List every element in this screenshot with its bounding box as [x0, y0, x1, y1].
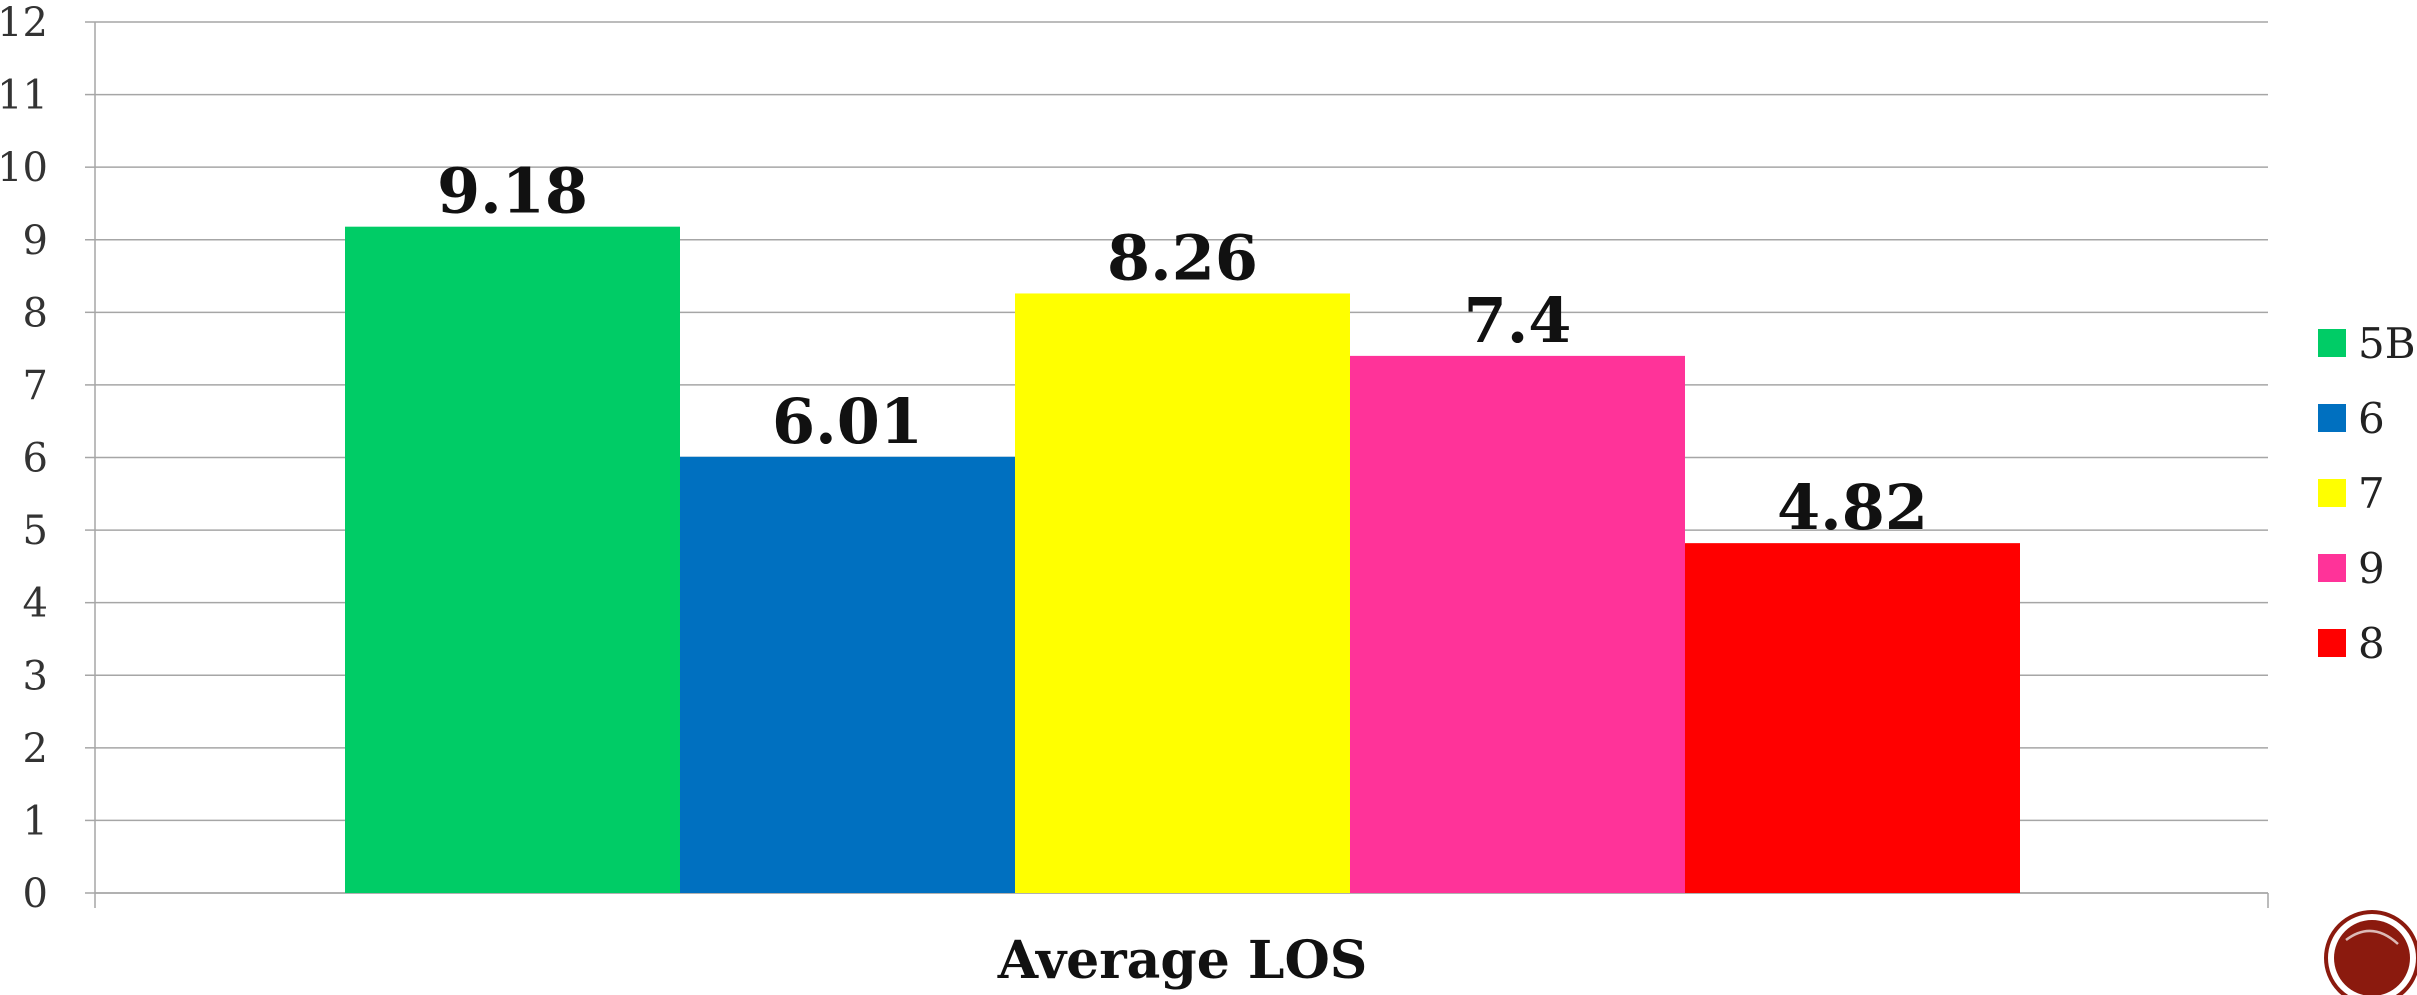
y-tick-label: 10 — [0, 145, 48, 191]
data-label: 4.82 — [1777, 471, 1928, 544]
bar-8 — [1685, 543, 2020, 893]
bar-7 — [1015, 293, 1350, 893]
legend-label: 6 — [2358, 394, 2385, 443]
legend-label: 9 — [2358, 544, 2385, 593]
legend-swatch — [2318, 329, 2346, 357]
y-tick-label: 0 — [23, 871, 48, 917]
y-tick-label: 6 — [23, 436, 48, 482]
bar-9 — [1350, 355, 1685, 894]
y-tick-label: 12 — [0, 0, 48, 46]
bars — [345, 226, 2020, 894]
category-labels: Average LOS — [997, 930, 1368, 991]
legend-label: 5B — [2358, 319, 2416, 368]
legend-swatch — [2318, 479, 2346, 507]
data-label: 8.26 — [1107, 221, 1258, 294]
legend: 5B 6 7 9 8 — [2318, 319, 2416, 668]
y-tick-label: 1 — [23, 798, 48, 844]
bar-5b — [345, 226, 680, 893]
legend-swatch — [2318, 404, 2346, 432]
y-tick-label: 2 — [23, 726, 48, 772]
y-tick-label: 9 — [23, 218, 48, 264]
circle-emblem-icon — [2324, 910, 2417, 995]
legend-swatch — [2318, 629, 2346, 657]
data-labels: 9.18 6.01 8.26 7.4 4.82 — [437, 155, 1928, 544]
y-tick-label: 7 — [23, 363, 48, 409]
data-label: 7.4 — [1464, 284, 1572, 357]
data-label: 6.01 — [772, 385, 923, 458]
y-tick-label: 3 — [23, 653, 48, 699]
y-tick-label: 11 — [0, 73, 48, 119]
y-tick-label: 5 — [23, 508, 48, 554]
emblem-highlight — [2345, 929, 2399, 945]
bar-6 — [680, 456, 1015, 893]
x-category-label: Average LOS — [997, 930, 1368, 991]
legend-label: 8 — [2358, 619, 2385, 668]
y-tick-label: 4 — [23, 581, 48, 627]
y-tick-label: 8 — [23, 290, 48, 336]
legend-swatch — [2318, 554, 2346, 582]
data-label: 9.18 — [437, 155, 588, 228]
legend-label: 7 — [2358, 469, 2385, 518]
